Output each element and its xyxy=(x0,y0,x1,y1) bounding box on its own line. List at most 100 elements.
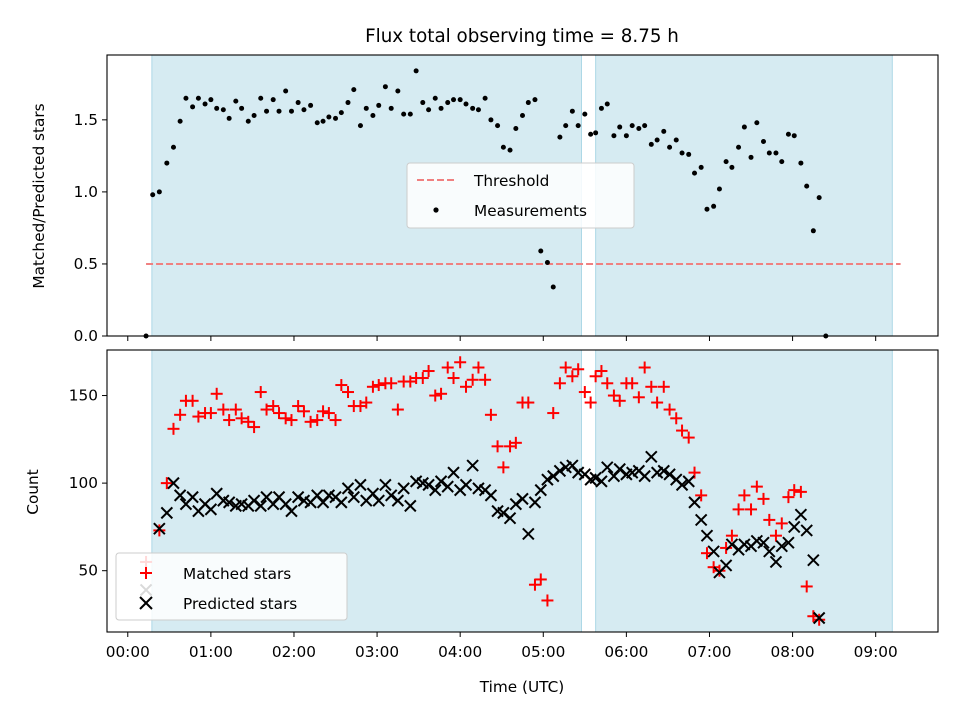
y-tick-label: 0.5 xyxy=(74,255,98,273)
predicted-star-point xyxy=(638,469,651,483)
matched-star-point xyxy=(676,424,689,437)
matched-star-point xyxy=(273,407,286,420)
x-tick-label: 09:00 xyxy=(854,643,898,661)
bottom-x-ticks: 00:00 01:00 02:00 03:00 04:00 05:00 06:00 07:00… xyxy=(106,632,898,661)
measurement-point xyxy=(623,133,629,139)
matched-star-point xyxy=(422,365,435,378)
measurement-point xyxy=(557,134,563,140)
matched-star-point xyxy=(311,414,324,427)
matched-star-point xyxy=(769,529,782,542)
measurement-point xyxy=(295,100,301,106)
predicted-star-point xyxy=(775,539,788,553)
measurement-point xyxy=(214,105,220,111)
top-axes-frame xyxy=(106,54,939,337)
measurement-point xyxy=(363,105,369,111)
top-panel: 0.0 0.5 1.0 1.5 Flux total observing time =… xyxy=(30,26,939,345)
y-tick-label: 1.5 xyxy=(74,111,98,129)
matched-star-point xyxy=(595,365,608,378)
predicted-star-point xyxy=(441,480,454,493)
measurement-point xyxy=(698,164,704,170)
measurement-point xyxy=(686,151,692,157)
measurement-point xyxy=(376,102,382,108)
measurement-point xyxy=(202,101,208,107)
measurement-point xyxy=(520,113,525,119)
measurement-point xyxy=(617,124,623,130)
matched-star-point xyxy=(297,405,310,418)
matched-star-point xyxy=(775,517,788,530)
matched-star-point xyxy=(757,492,770,505)
predicted-star-point xyxy=(553,464,567,478)
measurement-point xyxy=(370,113,376,119)
legend-measurements-swatch xyxy=(433,207,439,213)
predicted-star-point xyxy=(503,511,517,525)
predicted-star-point xyxy=(186,490,199,504)
predicted-star-point xyxy=(404,499,417,513)
matched-star-point xyxy=(217,403,230,416)
measurement-point xyxy=(569,108,575,114)
measurement-point xyxy=(748,154,754,160)
predicted-star-point xyxy=(285,504,298,518)
matched-star-point xyxy=(167,422,180,435)
matched-star-point xyxy=(763,513,776,526)
predicted-star-point xyxy=(173,489,187,502)
measurement-point xyxy=(470,105,476,111)
matched-star-point xyxy=(601,377,614,390)
matched-star-point xyxy=(341,386,354,399)
measurement-point xyxy=(482,95,488,101)
y-tick-label: 1.0 xyxy=(74,183,98,201)
matched-star-point xyxy=(360,396,373,409)
measurement-point xyxy=(648,141,654,147)
predicted-star-point xyxy=(160,506,174,520)
matched-star-point xyxy=(651,396,664,409)
matched-star-point xyxy=(541,594,554,607)
bottom-legend-box xyxy=(115,552,348,621)
matched-star-point xyxy=(174,408,187,421)
matched-star-point xyxy=(566,370,579,383)
measurement-point xyxy=(798,160,804,166)
predicted-star-point xyxy=(700,529,714,542)
matched-star-point xyxy=(750,480,763,493)
predicted-star-point xyxy=(372,494,385,507)
y-tick-label: 150 xyxy=(69,387,98,405)
predicted-star-point xyxy=(719,559,733,572)
bottom-y-axis-label: Count xyxy=(24,469,42,514)
measurement-point xyxy=(239,105,245,111)
matched-star-point xyxy=(435,387,448,400)
matched-star-point xyxy=(192,410,205,423)
measurement-point xyxy=(195,95,201,101)
measurement-point xyxy=(150,192,156,198)
matched-star-point xyxy=(682,431,695,444)
predicted-star-point xyxy=(222,496,236,509)
measurement-point xyxy=(426,107,432,113)
matched-star-point xyxy=(645,380,658,393)
matched-star-point xyxy=(479,373,492,386)
measurement-point xyxy=(183,95,189,101)
measurement-point xyxy=(251,113,257,119)
measurement-point xyxy=(598,105,604,111)
measurement-point xyxy=(544,260,550,266)
predicted-star-point xyxy=(541,473,554,486)
matched-star-point xyxy=(782,491,795,504)
matched-star-point xyxy=(738,489,751,502)
matched-star-point xyxy=(366,380,379,393)
x-tick-label: 00:00 xyxy=(106,643,150,661)
predicted-star-point xyxy=(379,478,392,492)
measurement-point xyxy=(507,147,513,153)
measurement-point xyxy=(357,123,363,129)
chart-title: Flux total observing time = 8.75 h xyxy=(365,26,679,47)
x-tick-label: 02:00 xyxy=(272,643,316,661)
matched-star-point xyxy=(466,373,479,386)
measurement-point xyxy=(741,124,747,130)
measurement-point xyxy=(760,138,766,144)
predicted-star-point xyxy=(601,461,614,474)
x-tick-label: 03:00 xyxy=(355,643,399,661)
matched-star-point xyxy=(589,370,602,383)
measurement-point xyxy=(326,114,332,120)
measurement-point xyxy=(488,117,494,123)
matched-star-point xyxy=(322,407,335,420)
matched-star-point xyxy=(335,379,348,392)
predicted-star-point xyxy=(769,555,783,569)
measurement-point xyxy=(532,97,538,103)
matched-star-point xyxy=(794,485,807,498)
